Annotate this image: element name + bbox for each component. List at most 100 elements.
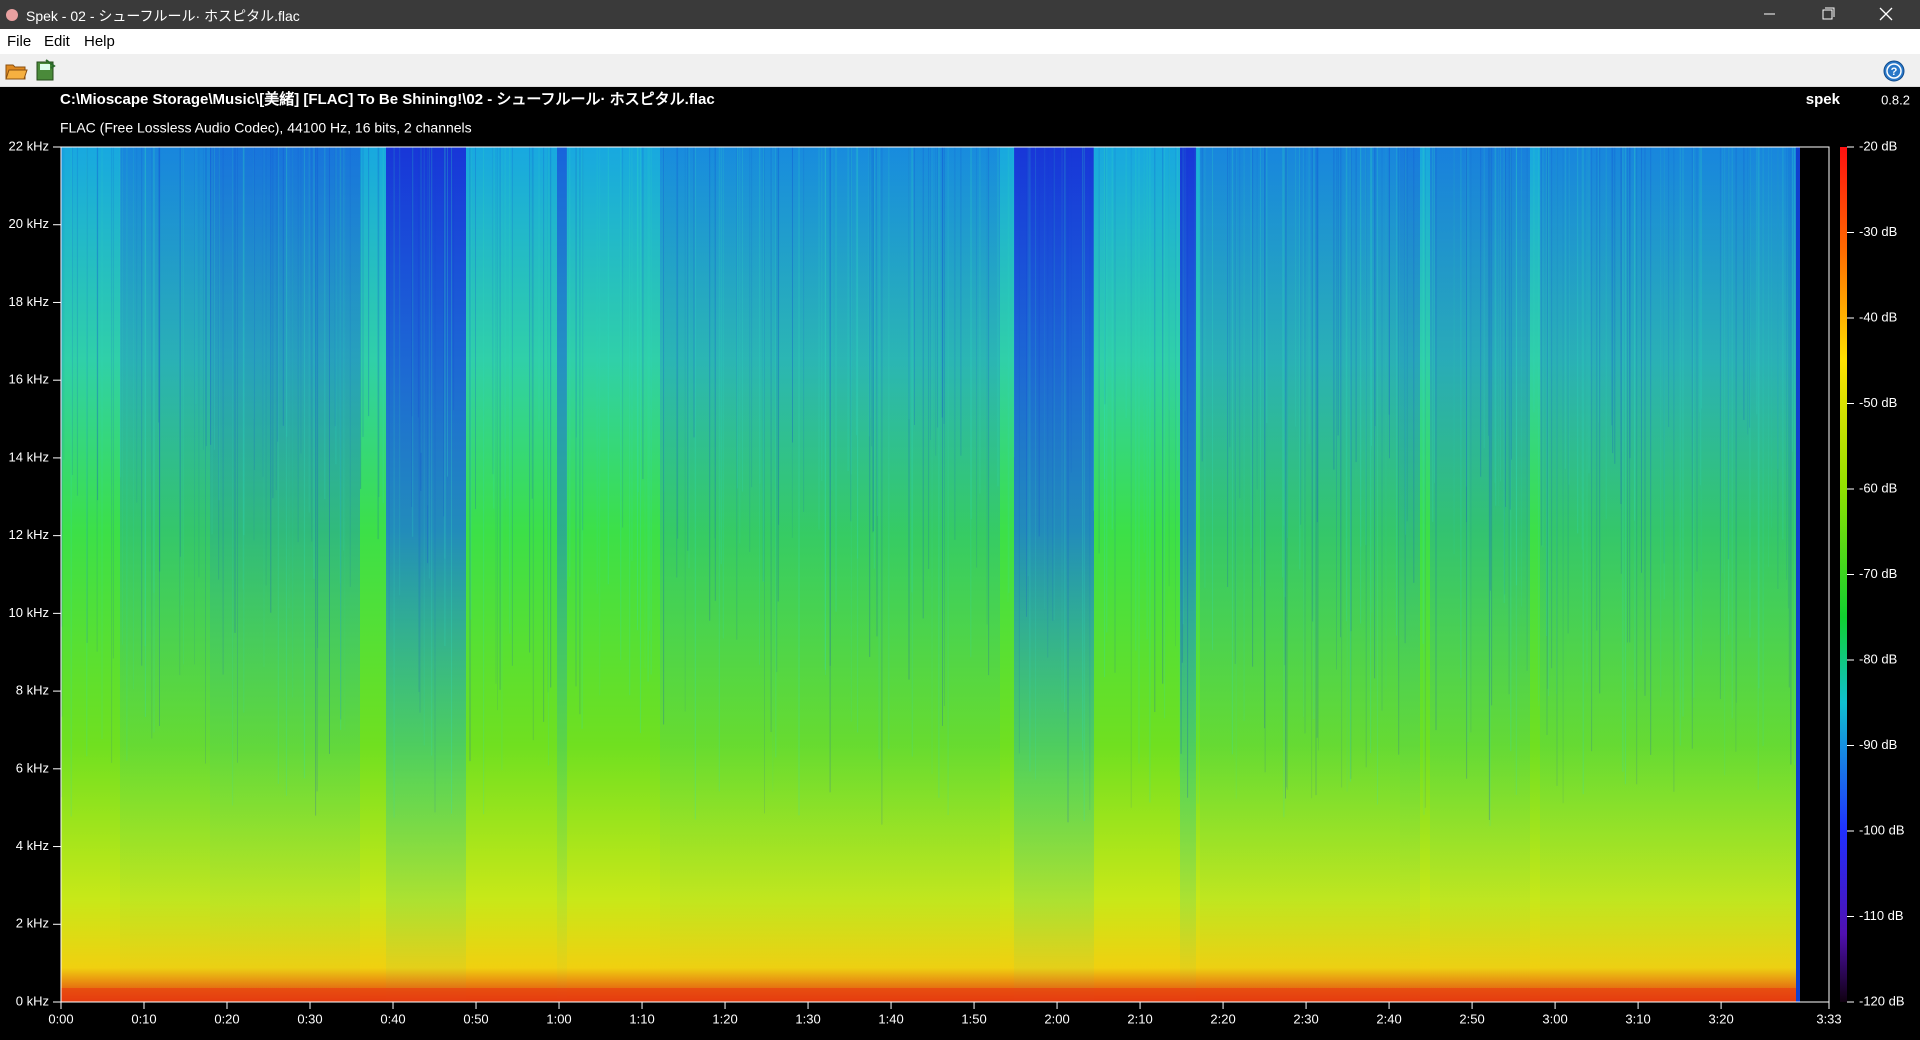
- streak: [1556, 147, 1558, 786]
- streak: [835, 147, 837, 612]
- streak: [1315, 147, 1317, 796]
- streak: [914, 147, 915, 425]
- time-tick-label: 1:50: [961, 1011, 986, 1026]
- streak: [1104, 147, 1105, 678]
- streak: [1374, 147, 1376, 679]
- streak: [1634, 147, 1635, 521]
- streak: [111, 147, 113, 763]
- streak: [311, 147, 313, 542]
- open-button[interactable]: [4, 59, 28, 81]
- streak: [1663, 147, 1665, 600]
- streak: [714, 147, 716, 539]
- streak: [970, 147, 972, 658]
- streak: [1719, 147, 1721, 699]
- streak: [1790, 147, 1792, 765]
- streak: [798, 147, 800, 816]
- help-button[interactable]: ?: [1882, 59, 1906, 83]
- title-bar: Spek - 02 - シューフルール· ホスピタル.flac: [0, 0, 1920, 29]
- streak: [495, 147, 497, 684]
- time-tick-label: 2:10: [1127, 1011, 1152, 1026]
- streak: [566, 147, 568, 581]
- streak: [1599, 147, 1601, 694]
- streak: [179, 147, 181, 676]
- streak: [470, 147, 472, 620]
- streak: [631, 147, 633, 561]
- streak: [451, 147, 452, 814]
- streak: [499, 147, 501, 690]
- time-tick-label: 3:20: [1708, 1011, 1733, 1026]
- streak: [1668, 147, 1670, 427]
- streak: [1591, 147, 1593, 752]
- streak: [1143, 147, 1145, 553]
- app-icon: [6, 9, 18, 21]
- streak: [419, 147, 421, 713]
- streak: [427, 147, 429, 506]
- streak: [1008, 147, 1010, 593]
- quiet-band: [1430, 147, 1530, 1002]
- streak: [1794, 147, 1796, 765]
- menu-help[interactable]: Help: [84, 33, 115, 50]
- menu-file[interactable]: File: [7, 33, 32, 50]
- streak: [349, 147, 351, 587]
- streak: [1130, 147, 1132, 808]
- db-tick-label: -110 dB: [1859, 908, 1904, 923]
- streak: [1787, 147, 1789, 609]
- streak: [943, 147, 945, 706]
- time-tick-label: 3:00: [1542, 1011, 1567, 1026]
- streak: [714, 147, 716, 601]
- save-button[interactable]: [34, 58, 58, 82]
- restore-button[interactable]: [1800, 0, 1856, 29]
- streak: [1064, 147, 1066, 713]
- streak: [444, 147, 446, 559]
- streak: [639, 147, 641, 734]
- streak: [1182, 147, 1184, 625]
- streak: [778, 147, 780, 525]
- streak: [198, 147, 200, 578]
- streak: [550, 147, 552, 688]
- streak: [1243, 147, 1245, 721]
- streak: [775, 147, 777, 758]
- streak: [1286, 147, 1288, 538]
- streak: [922, 147, 924, 619]
- streak: [1337, 147, 1339, 436]
- menu-edit[interactable]: Edit: [44, 33, 70, 50]
- streak: [213, 147, 215, 450]
- streak: [158, 147, 160, 423]
- streak: [1283, 147, 1285, 818]
- streak: [1252, 147, 1254, 667]
- streak: [1650, 147, 1652, 755]
- streak: [1239, 147, 1241, 499]
- streak: [1735, 147, 1737, 752]
- streak: [1777, 147, 1779, 589]
- streak: [1465, 147, 1467, 487]
- streak: [538, 147, 540, 422]
- streak: [70, 147, 72, 817]
- streak: [911, 147, 913, 593]
- streak: [202, 147, 204, 450]
- close-button[interactable]: [1858, 0, 1914, 29]
- time-tick-label: 2:00: [1044, 1011, 1069, 1026]
- time-tick-label: 2:30: [1293, 1011, 1318, 1026]
- streak: [377, 147, 379, 540]
- streak: [1749, 147, 1751, 428]
- streak: [205, 147, 206, 764]
- time-tick-label: 1:10: [629, 1011, 654, 1026]
- streak: [1184, 147, 1186, 411]
- streak: [1197, 147, 1199, 804]
- minimize-button[interactable]: [1742, 0, 1798, 29]
- streak: [144, 147, 146, 717]
- streak: [144, 147, 146, 647]
- streak: [873, 147, 875, 569]
- db-tick-label: -120 dB: [1859, 993, 1905, 1008]
- streak: [119, 147, 121, 478]
- streak: [1311, 147, 1313, 799]
- streak: [1026, 147, 1027, 617]
- streak: [368, 147, 370, 417]
- quiet-band: [1014, 147, 1094, 1002]
- streak: [824, 147, 826, 670]
- streak: [532, 147, 534, 741]
- streak: [1316, 147, 1318, 523]
- streak: [762, 147, 764, 582]
- streak: [1547, 147, 1549, 689]
- streak: [286, 147, 288, 437]
